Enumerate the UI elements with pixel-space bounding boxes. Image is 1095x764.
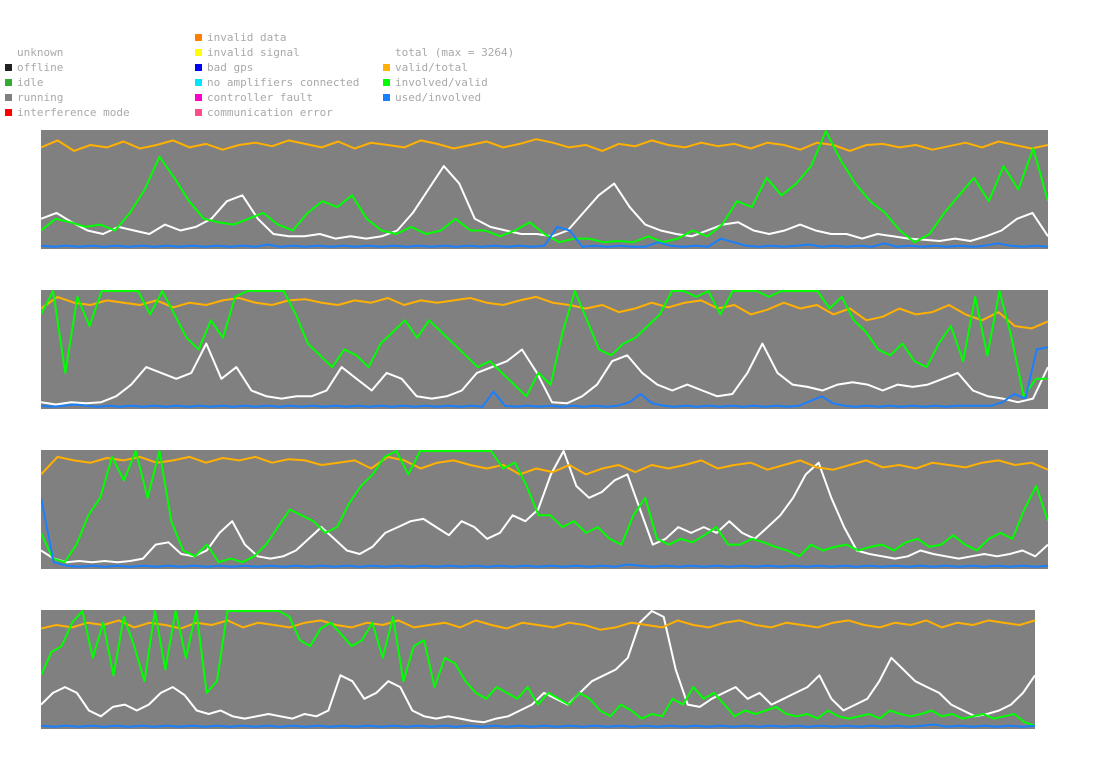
- chart-panel-2: [41, 290, 1048, 409]
- series-line-total: [41, 450, 1048, 564]
- series-line-involved-valid: [41, 610, 1035, 727]
- legend: unknown offline idle running interferenc…: [0, 30, 1095, 125]
- legend-swatch: [195, 64, 202, 71]
- legend-swatch: [5, 79, 12, 86]
- series-line-valid-total: [41, 455, 1048, 476]
- series-line-used-involved: [41, 225, 1048, 248]
- legend-swatch: [195, 49, 202, 56]
- legend-label: no amplifiers connected: [207, 76, 360, 89]
- series-line-involved-valid: [41, 130, 1048, 244]
- series-line-used-involved: [41, 723, 1035, 728]
- legend-swatch: [195, 79, 202, 86]
- series-line-involved-valid: [41, 450, 1048, 564]
- legend-label: communication error: [207, 106, 333, 119]
- series-line-total: [41, 610, 1035, 724]
- chart-plot-2: [41, 290, 1048, 408]
- legend-label: running: [17, 91, 64, 104]
- series-line-total: [41, 342, 1048, 406]
- legend-swatch: [195, 109, 202, 116]
- legend-label: invalid data: [207, 31, 287, 44]
- series-line-valid-total: [41, 295, 1048, 330]
- legend-label: unknown: [17, 46, 64, 59]
- legend-label: total (max = 3264): [395, 46, 515, 59]
- legend-label: controller fault: [207, 91, 313, 104]
- chart-panel-3: [41, 450, 1048, 569]
- legend-swatch: [5, 94, 12, 101]
- legend-label: interference mode: [17, 106, 130, 119]
- chart-panel-1: [41, 130, 1048, 249]
- legend-label: involved/valid: [395, 76, 488, 89]
- series-line-valid-total: [41, 138, 1048, 152]
- legend-label: bad gps: [207, 61, 254, 74]
- chart-plot-1: [41, 130, 1048, 248]
- legend-swatch: [5, 49, 12, 56]
- legend-swatch: [383, 79, 390, 86]
- legend-label: offline: [17, 61, 64, 74]
- series-line-used-involved: [41, 497, 1048, 568]
- legend-swatch: [383, 64, 390, 71]
- legend-swatch: [383, 49, 390, 56]
- legend-swatch: [5, 64, 12, 71]
- legend-swatch: [383, 94, 390, 101]
- legend-label: invalid signal: [207, 46, 300, 59]
- legend-swatch: [5, 109, 12, 116]
- chart-plot-4: [41, 610, 1035, 728]
- legend-label: idle: [17, 76, 44, 89]
- chart-plot-3: [41, 450, 1048, 568]
- legend-label: valid/total: [395, 61, 468, 74]
- series-line-involved-valid: [41, 290, 1048, 398]
- chart-panel-4: [41, 610, 1035, 729]
- series-line-used-involved: [41, 346, 1048, 408]
- series-line-valid-total: [41, 619, 1035, 631]
- legend-swatch: [195, 94, 202, 101]
- legend-swatch: [195, 34, 202, 41]
- legend-label: used/involved: [395, 91, 482, 104]
